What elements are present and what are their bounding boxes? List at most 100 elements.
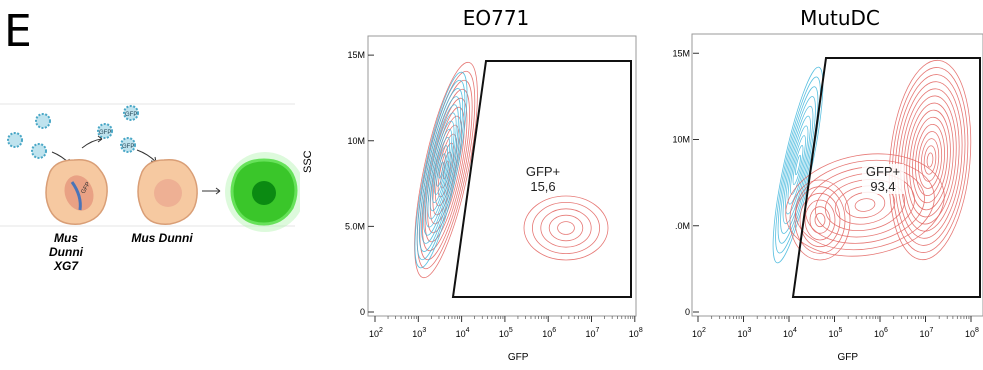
contour-line	[548, 214, 584, 242]
x-tick-label: 108	[965, 327, 979, 339]
y-tick-label: 10M	[347, 136, 365, 146]
contour-line	[424, 97, 468, 243]
y-tick-label: 10M	[672, 135, 690, 145]
contour-line	[824, 179, 906, 231]
plot-frame	[691, 33, 983, 317]
contour-line	[523, 195, 609, 261]
contour-line	[777, 86, 819, 244]
panel-letter: E	[4, 6, 32, 57]
gate-label: GFP+ 15,6	[519, 164, 567, 194]
y-tick-label: 15M	[347, 50, 365, 60]
y-tick-label: 0	[685, 307, 690, 317]
cell-gene-label: GFP	[81, 181, 92, 195]
x-tick-label: 107	[586, 327, 600, 339]
contour-line	[909, 109, 951, 211]
gate-label: GFP+ 93,4	[862, 164, 904, 194]
contour-line	[923, 145, 937, 175]
contour-line	[920, 138, 940, 182]
contour-line	[888, 59, 972, 261]
contour-line	[438, 161, 444, 179]
x-tick-label: 105	[829, 327, 843, 339]
contour-line	[815, 172, 915, 238]
contour-line	[557, 221, 575, 235]
contour-line	[418, 88, 464, 252]
contour-line	[429, 128, 453, 212]
contour-line	[891, 67, 969, 253]
plot-title: EO771	[462, 6, 530, 30]
contour-line	[414, 71, 468, 269]
x-tick-label: 102	[369, 327, 383, 339]
contour-line	[906, 102, 954, 218]
x-tick-label: 106	[874, 327, 888, 339]
contour-line	[436, 153, 446, 187]
mus-dunni-cell-icon	[137, 158, 198, 225]
x-tick-label: 104	[783, 327, 797, 339]
contour-line	[900, 88, 960, 232]
contour-line	[787, 125, 809, 205]
x-tick-label: 104	[456, 327, 470, 339]
x-axis-label: GFP	[508, 352, 529, 363]
mus-dunni-xg7-cell-icon: GFP	[45, 158, 108, 225]
contour-layer	[414, 61, 609, 279]
contour-line	[795, 159, 935, 251]
y-axis-label: SSC	[302, 150, 314, 173]
contour-line	[834, 185, 896, 225]
contour-layer	[772, 59, 972, 264]
contour-line	[785, 115, 811, 215]
flow-plot-eo771: EO771 SSC 0 5.0M 10M 15M 102 103 104 105 106 107 1…	[298, 0, 643, 365]
plot-area: 0 .0M 10M 15M 102 103 104 105 106 107 108 GFP	[672, 33, 983, 363]
x-axis-label: GFP	[838, 352, 859, 363]
contour-line	[425, 112, 457, 228]
contour-line	[416, 70, 476, 270]
x-tick-label: 103	[738, 327, 752, 339]
gfp-gate	[451, 60, 632, 298]
contour-line	[540, 208, 592, 248]
x-tick-label: 106	[542, 327, 556, 339]
contour-line	[792, 145, 804, 185]
gate-value: 93,4	[870, 179, 896, 194]
cell-label-line1: Mus Dunni	[131, 231, 193, 245]
contour-line	[794, 186, 846, 254]
contour-line	[854, 198, 876, 212]
x-tick-label: 102	[692, 327, 706, 339]
virus-particle-icon	[7, 105, 139, 159]
contour-line	[782, 105, 814, 225]
transduction-schematic: GFP GFP GFP GFP	[0, 103, 300, 232]
contour-line	[427, 120, 455, 220]
contour-line	[915, 123, 945, 197]
flow-plot-mutudc: MutuDC 0 .0M 10M 15M 102 103 104 105 106 107 108 GF…	[630, 0, 983, 365]
y-tick-label: 0	[360, 307, 365, 317]
gate-name: GFP+	[525, 164, 561, 179]
contour-line	[912, 116, 948, 204]
virus-label: GFP	[122, 144, 134, 150]
contour-line	[799, 192, 841, 248]
contour-line	[414, 61, 478, 279]
contour-line	[894, 74, 966, 246]
contour-line	[423, 104, 459, 236]
x-tick-label: 107	[920, 327, 934, 339]
x-tick-label: 103	[412, 327, 426, 339]
contour-line	[790, 135, 806, 195]
gate-name: GFP+	[865, 164, 901, 179]
x-tick-label: 105	[499, 327, 513, 339]
contour-line	[903, 95, 957, 225]
cell-label-line1: Mus Dunni	[49, 231, 83, 259]
contour-line	[416, 79, 466, 261]
contour-line	[917, 131, 943, 189]
cell-label-mus-dunni-xg7: Mus Dunni XG7	[36, 231, 96, 273]
cell-label-mus-dunni: Mus Dunni	[126, 231, 198, 245]
y-tick-label: 5.0M	[345, 221, 365, 231]
contour-line	[531, 201, 600, 254]
y-tick-label: .0M	[675, 221, 690, 231]
plot-title: MutuDC	[800, 6, 880, 30]
virus-label: GFP	[125, 112, 137, 118]
contour-line	[814, 212, 826, 228]
cell-label-line2: XG7	[53, 259, 78, 273]
virus-label: GFP	[99, 130, 111, 136]
contour-line	[789, 179, 851, 261]
contour-line	[434, 145, 448, 195]
gfp-positive-cell-icon	[225, 152, 300, 232]
contour-line	[804, 199, 836, 241]
